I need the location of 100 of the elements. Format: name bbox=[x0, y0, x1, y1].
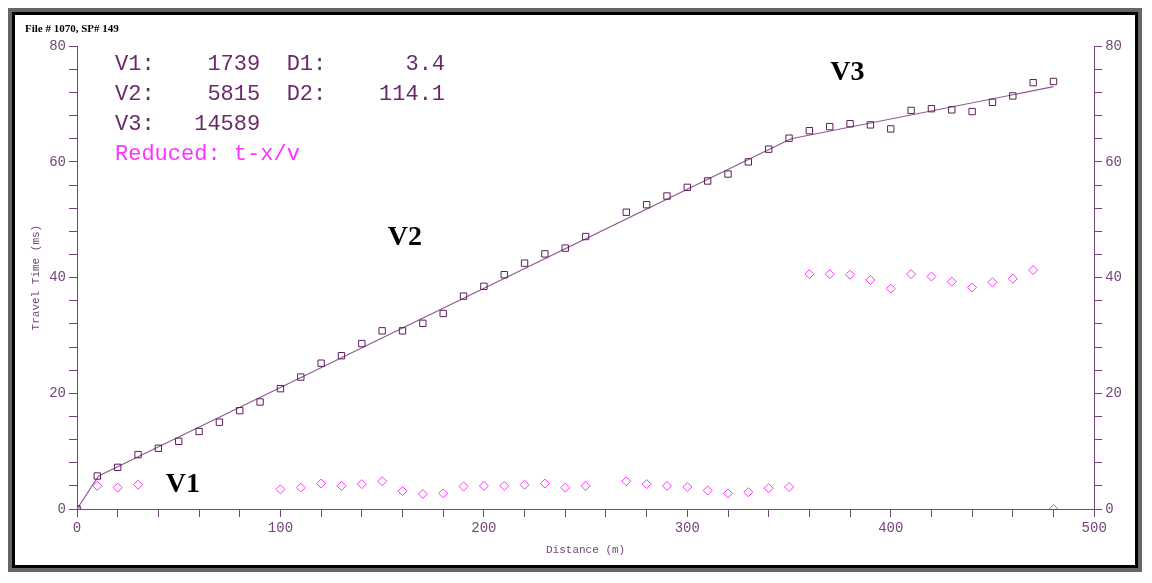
point bbox=[112, 482, 123, 493]
point bbox=[397, 486, 408, 497]
point bbox=[459, 292, 468, 300]
point bbox=[317, 359, 325, 367]
annotation: V3 bbox=[830, 54, 865, 86]
point bbox=[275, 484, 286, 495]
point bbox=[1028, 265, 1039, 276]
point bbox=[682, 482, 693, 493]
annotation: V2 bbox=[387, 219, 422, 251]
point bbox=[865, 274, 876, 285]
point bbox=[866, 121, 875, 129]
point bbox=[703, 177, 712, 185]
x-axis-title: Distance (m) bbox=[545, 544, 626, 557]
point bbox=[621, 476, 632, 487]
y-tick-label: 0 bbox=[57, 500, 66, 517]
point bbox=[133, 479, 144, 490]
point bbox=[439, 309, 447, 318]
point bbox=[215, 418, 224, 426]
point bbox=[967, 282, 978, 293]
y2-tick-label: 20 bbox=[1105, 385, 1123, 401]
point bbox=[805, 126, 814, 135]
point bbox=[826, 122, 834, 131]
chart-title: File # 1070, SP# 149 bbox=[25, 22, 120, 35]
x-tick-label: 0 bbox=[72, 520, 82, 537]
point bbox=[358, 339, 366, 348]
x-tick-label: 300 bbox=[674, 520, 700, 537]
point bbox=[297, 373, 305, 381]
point bbox=[763, 483, 774, 494]
y2-tick-label: 80 bbox=[1105, 37, 1123, 54]
point bbox=[438, 488, 449, 499]
point bbox=[1049, 77, 1058, 86]
point bbox=[92, 480, 103, 491]
point bbox=[765, 145, 773, 153]
point bbox=[785, 134, 793, 142]
point bbox=[784, 482, 795, 493]
point bbox=[93, 472, 102, 480]
y-tick-label: 60 bbox=[49, 153, 66, 170]
point bbox=[336, 480, 347, 491]
y-tick-label: 20 bbox=[49, 385, 66, 401]
point bbox=[398, 327, 407, 335]
point bbox=[378, 327, 386, 335]
y-axis-title: Travel Time (ms) bbox=[29, 224, 42, 331]
point bbox=[175, 437, 183, 445]
point bbox=[948, 106, 956, 114]
point bbox=[458, 481, 469, 492]
point bbox=[622, 208, 630, 216]
point bbox=[907, 106, 915, 115]
point bbox=[236, 406, 244, 415]
point bbox=[642, 201, 651, 209]
point bbox=[743, 487, 754, 498]
point bbox=[926, 271, 937, 282]
point bbox=[377, 476, 388, 487]
point bbox=[154, 444, 163, 452]
x-tick-label: 100 bbox=[267, 520, 294, 537]
annotation: V2: 5815 D2: 114.1 bbox=[115, 82, 446, 108]
x-tick-label: 500 bbox=[1081, 520, 1107, 537]
point bbox=[195, 427, 203, 436]
point bbox=[256, 398, 264, 406]
point bbox=[316, 478, 327, 489]
point bbox=[663, 192, 671, 200]
point bbox=[1029, 78, 1037, 87]
point bbox=[520, 259, 529, 267]
point bbox=[885, 283, 896, 294]
point bbox=[276, 384, 285, 393]
point bbox=[845, 269, 856, 280]
y2-tick-label: 40 bbox=[1105, 269, 1123, 286]
point bbox=[683, 183, 691, 192]
point bbox=[906, 269, 917, 280]
point bbox=[804, 269, 815, 280]
point bbox=[356, 479, 367, 490]
y2-tick-label: 0 bbox=[1105, 500, 1114, 517]
point bbox=[560, 482, 571, 493]
point bbox=[295, 482, 306, 493]
point bbox=[417, 488, 428, 499]
point bbox=[1009, 92, 1017, 100]
point bbox=[419, 319, 427, 327]
x-tick-label: 400 bbox=[878, 520, 904, 537]
point bbox=[723, 488, 734, 499]
point bbox=[500, 271, 508, 279]
point bbox=[337, 352, 346, 360]
point bbox=[824, 269, 835, 280]
point bbox=[702, 485, 713, 496]
y2-tick-label: 60 bbox=[1105, 153, 1123, 170]
annotation: V1: 1739 D1: 3.4 bbox=[115, 52, 446, 78]
point bbox=[946, 276, 957, 287]
point bbox=[478, 480, 489, 491]
point bbox=[724, 170, 732, 178]
point bbox=[114, 463, 122, 472]
point bbox=[134, 450, 142, 459]
point bbox=[927, 105, 936, 113]
y-tick-label: 40 bbox=[49, 269, 66, 286]
point bbox=[1007, 273, 1018, 284]
point bbox=[846, 120, 854, 128]
point bbox=[580, 480, 591, 491]
point bbox=[499, 480, 510, 491]
point bbox=[987, 277, 998, 288]
point bbox=[661, 480, 672, 491]
point bbox=[541, 250, 549, 258]
annotation: V3: 14589 bbox=[115, 112, 261, 138]
point bbox=[968, 107, 976, 116]
